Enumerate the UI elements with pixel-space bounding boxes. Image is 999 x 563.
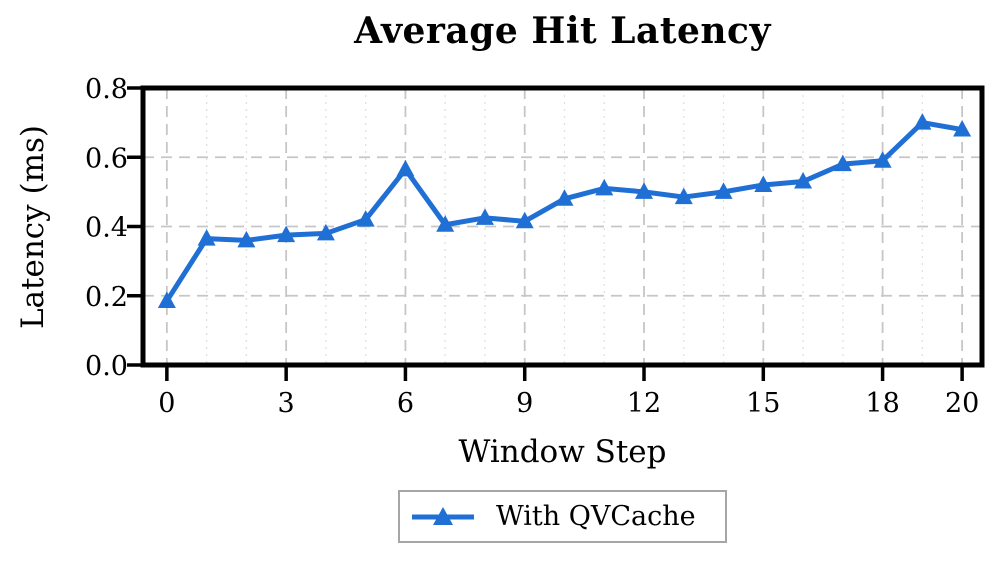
x-tick-label: 3 — [278, 388, 295, 419]
y-tick-label: 0.8 — [85, 74, 128, 105]
data-point-marker — [794, 171, 813, 189]
y-tick-label: 0.4 — [85, 213, 128, 244]
data-point-marker — [635, 182, 654, 199]
data-point-marker — [674, 187, 693, 205]
data-point-marker — [157, 291, 176, 308]
legend-item-label: With QVCache — [496, 501, 696, 532]
data-point-marker — [595, 178, 614, 196]
x-tick-label: 18 — [865, 388, 899, 419]
x-tick-label: 9 — [516, 388, 533, 419]
data-point-marker — [475, 208, 494, 225]
data-point-marker — [754, 175, 773, 192]
data-point-marker — [237, 230, 256, 248]
chart-title: Average Hit Latency — [354, 10, 771, 52]
plot-frame — [140, 85, 985, 368]
x-tick-label: 12 — [627, 388, 661, 419]
legend-line-marker-icon — [412, 506, 474, 525]
y-tick-label: 0.0 — [85, 351, 128, 382]
data-point-marker — [197, 229, 216, 246]
legend: With QVCache — [398, 490, 727, 543]
x-tick-label: 6 — [397, 388, 414, 419]
data-point-marker — [833, 154, 852, 172]
data-point-marker — [555, 189, 574, 206]
x-tick-label: 0 — [158, 388, 175, 419]
data-point-marker — [714, 182, 733, 199]
x-tick-label: 20 — [945, 388, 979, 419]
data-point-marker — [953, 120, 972, 137]
data-point-marker — [436, 215, 455, 232]
x-tick-label: 15 — [746, 388, 780, 419]
data-point-marker — [396, 159, 415, 177]
data-point-marker — [873, 151, 892, 168]
data-point-marker — [913, 113, 932, 130]
y-tick-label: 0.2 — [85, 282, 128, 313]
data-point-marker — [316, 223, 335, 241]
y-tick-label: 0.6 — [85, 143, 128, 174]
x-axis-label: Window Step — [458, 434, 667, 470]
y-axis-label: Latency (ms) — [15, 124, 51, 330]
data-point-marker — [515, 211, 534, 229]
data-point-marker — [277, 225, 296, 243]
data-point-marker — [356, 210, 375, 227]
